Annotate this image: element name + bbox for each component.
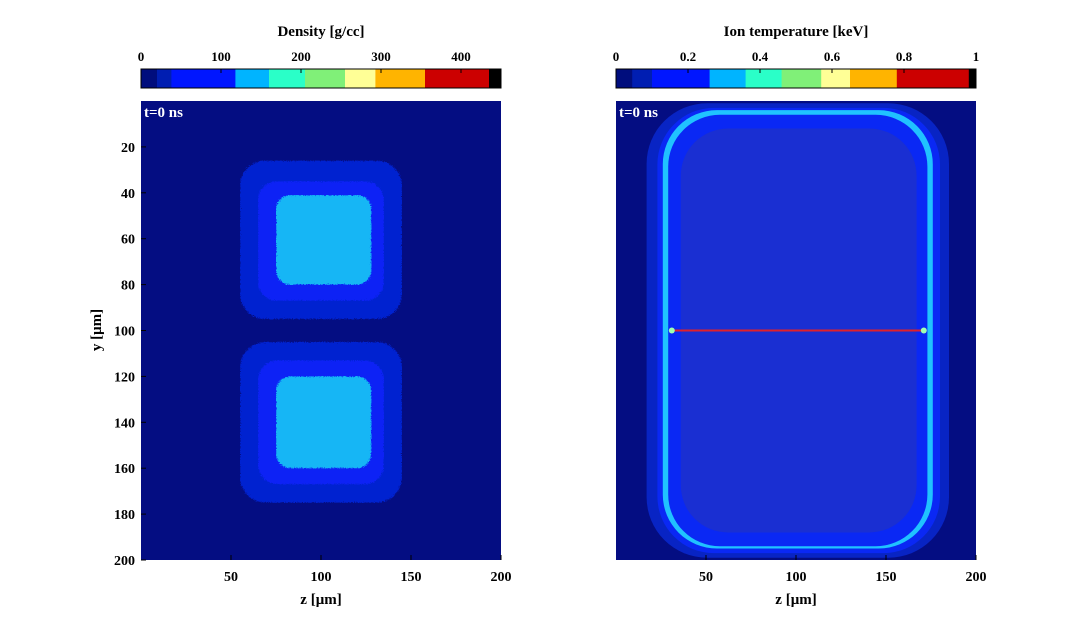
colorbar-band-4 bbox=[745, 69, 783, 88]
colorbar-band-3 bbox=[709, 69, 747, 88]
colorbar-band-3 bbox=[235, 69, 270, 88]
y-tick-label: 140 bbox=[114, 416, 135, 431]
colorbar-band-1 bbox=[157, 69, 172, 88]
density-x-axis-label: z [μm] bbox=[300, 592, 341, 608]
x-tick-label: 50 bbox=[224, 570, 238, 585]
colorbar-band-0 bbox=[616, 69, 633, 88]
y-tick-label: 160 bbox=[114, 462, 135, 477]
density-colorbar-title: Density [g/cc] bbox=[277, 24, 364, 40]
y-tick-label: 20 bbox=[121, 141, 135, 156]
colorbar-band-6 bbox=[345, 69, 376, 88]
colorbar-band-7 bbox=[375, 69, 426, 88]
density-panel: Density [g/cc] 0 100 200 300 400 50 100 150 200… bbox=[89, 24, 512, 608]
density-y-ticks: 20 40 60 80 100 120 140 160 180 200 bbox=[114, 141, 146, 569]
colorbar-band-8 bbox=[425, 69, 490, 88]
density-map bbox=[141, 101, 501, 560]
colorbar-band-2 bbox=[652, 69, 711, 88]
ion-temperature-map bbox=[616, 101, 976, 560]
colorbar-tick-label: 300 bbox=[371, 49, 391, 64]
colorbar-band-8 bbox=[896, 69, 970, 88]
x-tick-label: 150 bbox=[401, 570, 422, 585]
colorbar-band-6 bbox=[821, 69, 851, 88]
hot-line-end-1 bbox=[920, 327, 927, 334]
y-tick-label: 200 bbox=[114, 554, 135, 569]
x-tick-label: 100 bbox=[786, 570, 807, 585]
colorbar-band-7 bbox=[850, 69, 898, 88]
ion-temperature-time-label: t=0 ns bbox=[619, 105, 658, 121]
cube-2-core bbox=[276, 376, 372, 469]
colorbar-tick-label: 200 bbox=[291, 49, 311, 64]
y-tick-label: 60 bbox=[121, 233, 135, 248]
ion-temperature-colorbar-title: Ion temperature [keV] bbox=[724, 24, 869, 40]
y-tick-label: 100 bbox=[114, 325, 135, 340]
x-tick-label: 200 bbox=[966, 570, 987, 585]
colorbar-tick-label: 400 bbox=[451, 49, 471, 64]
x-tick-label: 100 bbox=[311, 570, 332, 585]
colorbar-band-5 bbox=[305, 69, 346, 88]
density-colorbar bbox=[140, 68, 502, 89]
colorbar-band-1 bbox=[632, 69, 653, 88]
ion-temperature-x-axis-label: z [μm] bbox=[775, 592, 816, 608]
x-tick-label: 50 bbox=[699, 570, 713, 585]
x-tick-label: 200 bbox=[491, 570, 512, 585]
colorbar-tick-label: 1 bbox=[973, 49, 980, 64]
colorbar-band-4 bbox=[269, 69, 306, 88]
ion-temperature-panel: Ion temperature [keV] 0 0.2 0.4 0.6 0.8 1 50 1… bbox=[613, 24, 987, 608]
hot-line-end-0 bbox=[668, 327, 675, 334]
colorbar-tick-label: 0.4 bbox=[752, 49, 769, 64]
colorbar-tick-label: 0 bbox=[138, 49, 145, 64]
colorbar-band-2 bbox=[171, 69, 236, 88]
colorbar-tick-label: 0.2 bbox=[680, 49, 696, 64]
colorbar-frame bbox=[615, 68, 977, 89]
colorbar-frame bbox=[140, 68, 502, 89]
colorbar-band-5 bbox=[781, 69, 822, 88]
ion-temperature-x-ticks: 50 100 150 200 bbox=[699, 555, 987, 585]
ion-temperature-colorbar-ticks: 0 0.2 0.4 0.6 0.8 1 bbox=[613, 49, 980, 73]
colorbar-band-9 bbox=[968, 69, 977, 88]
density-y-axis-label: y [μm] bbox=[89, 309, 105, 351]
colorbar-tick-label: 0.8 bbox=[896, 49, 913, 64]
colorbar-tick-label: 0 bbox=[613, 49, 620, 64]
density-x-ticks: 50 100 150 200 bbox=[224, 555, 512, 585]
ion-temperature-colorbar bbox=[615, 68, 977, 89]
colorbar-band-9 bbox=[489, 69, 502, 88]
colorbar-tick-label: 100 bbox=[211, 49, 231, 64]
y-tick-label: 120 bbox=[114, 370, 135, 385]
density-colorbar-ticks: 0 100 200 300 400 bbox=[138, 49, 471, 73]
y-tick-label: 80 bbox=[121, 279, 135, 294]
x-tick-label: 150 bbox=[876, 570, 897, 585]
y-tick-label: 40 bbox=[121, 187, 135, 202]
density-time-label: t=0 ns bbox=[144, 105, 183, 121]
cube-1-core bbox=[276, 195, 372, 285]
colorbar-tick-label: 0.6 bbox=[824, 49, 841, 64]
y-tick-label: 180 bbox=[114, 508, 135, 523]
colorbar-band-0 bbox=[141, 69, 158, 88]
